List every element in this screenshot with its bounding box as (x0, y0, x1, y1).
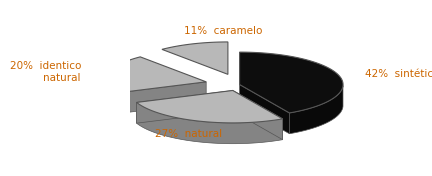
Polygon shape (137, 90, 283, 123)
Text: 20%  identico
        natural: 20% identico natural (10, 61, 81, 83)
Polygon shape (110, 82, 206, 115)
Polygon shape (233, 90, 283, 140)
Text: 27%  natural: 27% natural (156, 129, 222, 139)
Polygon shape (137, 102, 283, 144)
Polygon shape (103, 82, 110, 115)
Polygon shape (162, 42, 228, 74)
Polygon shape (137, 90, 233, 123)
Polygon shape (240, 84, 289, 134)
Text: 42%  sintético: 42% sintético (365, 70, 432, 79)
Polygon shape (103, 57, 206, 94)
Polygon shape (240, 52, 343, 113)
Polygon shape (289, 86, 343, 134)
Text: 11%  caramelo: 11% caramelo (184, 26, 263, 36)
